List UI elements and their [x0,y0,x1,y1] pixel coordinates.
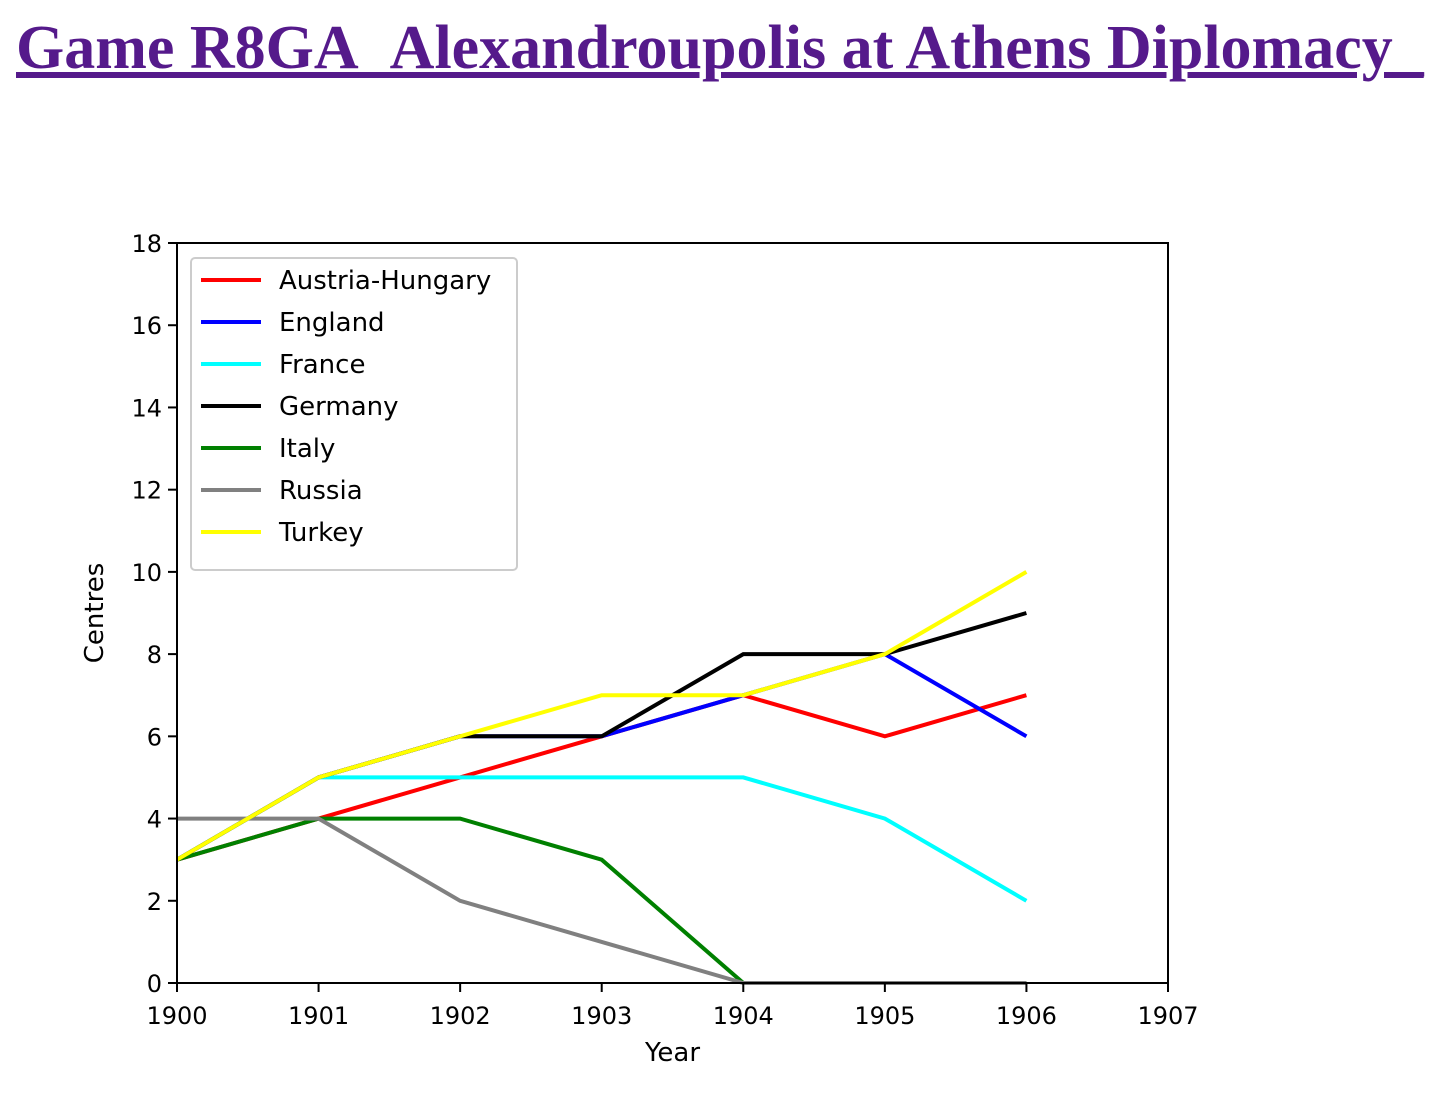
y-tick-label: 6 [147,723,162,751]
y-tick-label: 18 [131,230,162,258]
series-line-5 [177,816,1027,985]
legend-label: England [279,308,385,338]
y-tick-label: 12 [131,477,162,505]
y-tick-label: 14 [131,394,162,422]
x-axis: 1900 1901 1902 1903 1904 1905 1906 1907 [146,983,1199,1030]
x-tick-label: 1900 [146,1002,207,1030]
legend-label: Turkey [278,518,364,548]
x-axis-label: Year [644,1038,700,1068]
series-line-6 [175,570,1028,862]
x-tick-label: 1903 [571,1002,632,1030]
y-tick-label: 8 [147,641,162,669]
y-tick-label: 10 [131,559,162,587]
legend: Austria-Hungary England France Germany Italy… [190,257,518,571]
x-tick-label: 1905 [854,1002,915,1030]
legend-label: Germany [279,392,399,422]
x-tick-label: 1901 [288,1002,349,1030]
x-tick-label: 1902 [430,1002,491,1030]
legend-label: Italy [279,434,335,464]
y-axis-label: Centres [80,563,110,663]
legend-label: France [279,350,365,380]
y-tick-label: 16 [131,312,162,340]
series-line-4 [176,816,1027,985]
x-tick-label: 1907 [1137,1002,1198,1030]
legend-label: Russia [279,476,363,506]
y-axis: 0 2 4 6 8 10 12 14 16 18 [131,230,177,998]
y-tick-label: 4 [147,806,162,834]
y-tick-label: 0 [147,970,162,998]
plot-frame [176,242,1169,984]
series-line-2 [175,775,1028,903]
page-title-link[interactable]: Game R8GA_Alexandroupolis at Athens Dipl… [16,14,1424,82]
plot-area [175,570,1028,985]
legend-label: Austria-Hungary [279,266,491,296]
x-tick-label: 1906 [996,1002,1057,1030]
x-tick-label: 1904 [713,1002,774,1030]
legend-box [190,257,518,571]
y-tick-label: 2 [147,888,162,916]
